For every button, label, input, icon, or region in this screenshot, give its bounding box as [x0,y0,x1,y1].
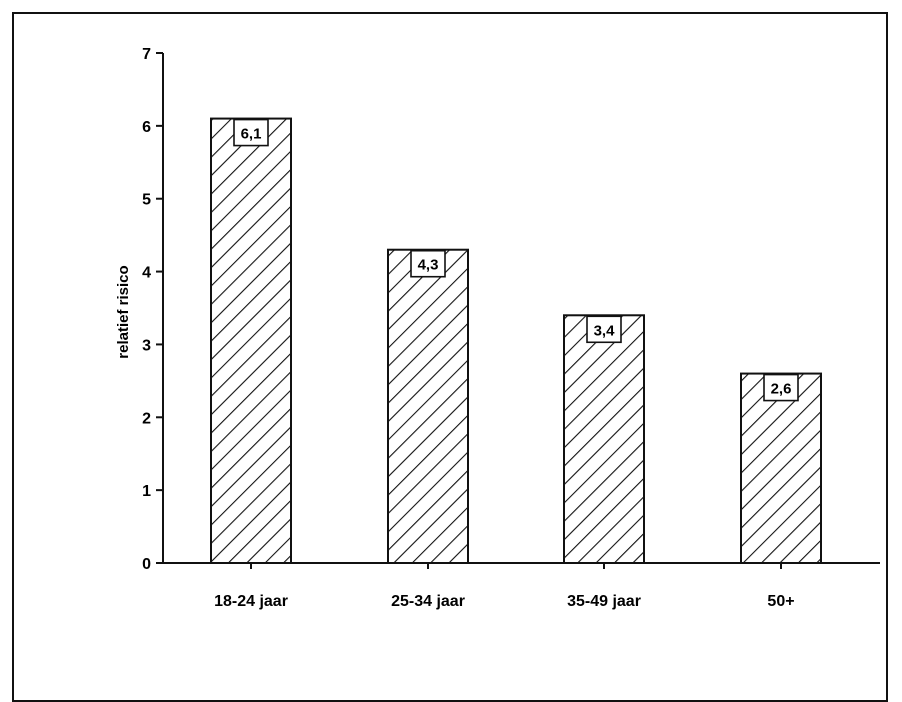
value-label-box [763,373,799,402]
x-tick-label: 25-34 jaar [391,593,465,610]
value-label-box [586,315,622,344]
y-tick-label: 5 [142,192,151,209]
y-tick-label: 3 [142,337,151,354]
labels: 6,1 18-24 jaar 4,3 25-34 jaar 3,4 35-49 jaar 2… [214,118,799,610]
x-tick-label: 18-24 jaar [214,593,288,610]
value-label-box [410,249,446,278]
bar [563,314,645,564]
bar [740,372,822,565]
y-tick-label: 4 [142,265,151,282]
data-label: 4,3 [418,257,439,274]
x-tick-label: 50+ [767,593,794,610]
y-tick-label: 2 [142,410,151,427]
data-label: 3,4 [594,322,616,339]
y-tick-label: 6 [142,119,151,136]
bar [387,248,469,564]
y-tick-label: 7 [142,46,151,63]
data-label: 2,6 [771,381,792,398]
bars [210,117,822,565]
value-label-box [233,118,269,147]
y-axis-label: relatief risico [115,265,132,358]
data-label: 6,1 [241,126,262,143]
y-tick-label: 0 [142,556,151,573]
bar [210,117,292,564]
y-tick-label: 1 [142,483,151,500]
x-tick-label: 35-49 jaar [567,593,641,610]
